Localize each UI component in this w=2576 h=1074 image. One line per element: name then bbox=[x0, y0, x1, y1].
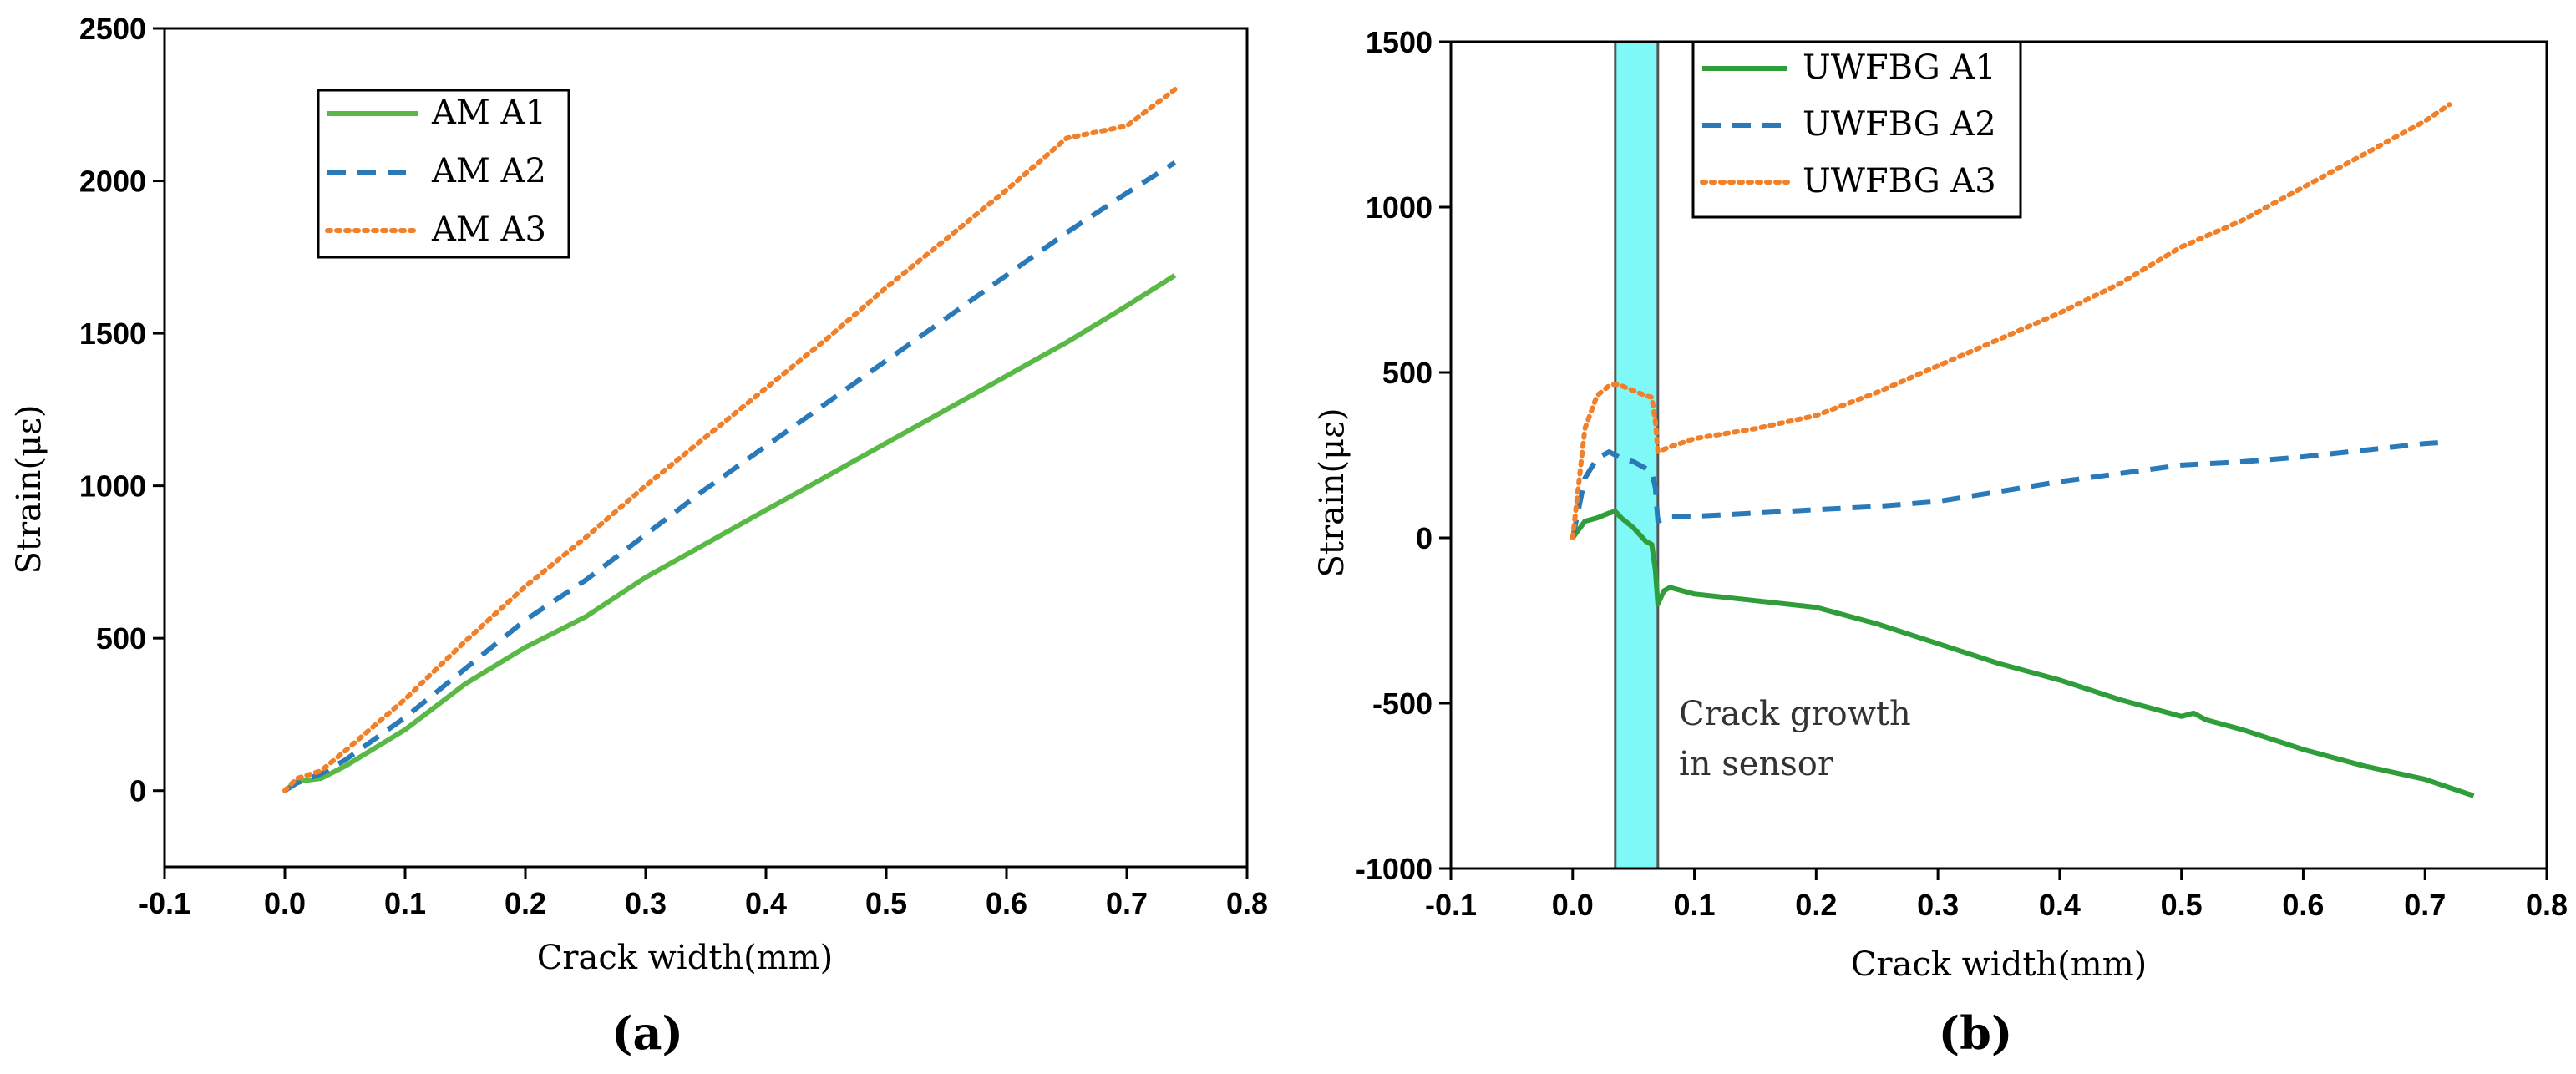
y-tick-label: 2000 bbox=[79, 165, 146, 199]
y-tick-label: 1000 bbox=[79, 469, 146, 504]
y-tick-label: 0 bbox=[129, 774, 146, 808]
annotation-line-2: in sensor bbox=[1679, 745, 1834, 783]
x-tick-label: 0.5 bbox=[2161, 888, 2203, 922]
plot-frame-a bbox=[163, 27, 1249, 869]
x-tick-label: 0.0 bbox=[1552, 888, 1594, 922]
legend-b: UWFBG A1 UWFBG A2 UWFBG A3 bbox=[1691, 40, 2022, 219]
x-tick-label: 0.2 bbox=[1795, 888, 1837, 922]
x-tick-label: 0.8 bbox=[1226, 886, 1268, 920]
annotation-line-1: Crack growth bbox=[1679, 695, 1911, 733]
series-line-am-a2 bbox=[283, 160, 1177, 793]
legend-a: AM A1 AM A2 AM A3 bbox=[317, 89, 570, 259]
series-line-uwfbg-a1 bbox=[1570, 509, 2475, 798]
chart-panel-b: -0.1 0.0 0.1 0.2 0.3 0.4 0.5 0.6 0.7 0.8 -1000 -50… bbox=[1313, 25, 2568, 1060]
y-tick-label: -500 bbox=[1372, 686, 1433, 721]
x-tick-label: 0.7 bbox=[2404, 888, 2446, 922]
legend-label: AM A2 bbox=[431, 152, 546, 190]
y-axis-label-b: Strain(με) bbox=[1313, 408, 1351, 578]
y-tick-label: 1000 bbox=[1366, 190, 1433, 225]
panel-label-b: (b) bbox=[1939, 1006, 2013, 1060]
legend-label: UWFBG A3 bbox=[1803, 162, 1996, 200]
series-line-am-a3 bbox=[282, 87, 1178, 793]
x-tick-label: 0.0 bbox=[264, 886, 306, 920]
series-line-uwfbg-a2 bbox=[1569, 439, 2450, 539]
x-tick-label: -0.1 bbox=[139, 886, 190, 920]
x-axis-label-a: Crack width(mm) bbox=[537, 939, 833, 977]
x-tick-label: 0.6 bbox=[986, 886, 1027, 920]
x-tick-label: 0.4 bbox=[745, 886, 787, 920]
x-tick-label: 0.4 bbox=[2039, 888, 2081, 922]
y-tick-label: 2500 bbox=[79, 12, 146, 46]
x-tick-label: 0.6 bbox=[2282, 888, 2324, 922]
legend-label: AM A1 bbox=[431, 94, 546, 132]
legend-label: UWFBG A2 bbox=[1803, 105, 1996, 144]
chart-panel-a: -0.1 0.0 0.1 0.2 0.3 0.4 0.5 0.6 0.7 0.8 0 500 1000… bbox=[10, 12, 1268, 1060]
y-tick-label: 1500 bbox=[79, 317, 146, 351]
x-tick-label: 0.7 bbox=[1106, 886, 1148, 920]
y-tick-label: 1500 bbox=[1366, 25, 1433, 59]
series-line-am-a1 bbox=[283, 273, 1177, 793]
y-tick-label: 500 bbox=[96, 621, 146, 656]
panel-label-a: (a) bbox=[611, 1006, 683, 1060]
y-axis-label-a: Strain(με) bbox=[10, 405, 48, 575]
x-tick-label: 0.3 bbox=[625, 886, 667, 920]
x-tick-label: 0.5 bbox=[865, 886, 907, 920]
x-tick-label: -0.1 bbox=[1425, 888, 1477, 922]
y-tick-label: 0 bbox=[1416, 521, 1433, 555]
x-tick-label: 0.3 bbox=[1917, 888, 1959, 922]
series-line-uwfbg-a3 bbox=[1569, 102, 2452, 540]
x-tick-label: 0.2 bbox=[505, 886, 546, 920]
x-tick-label: 0.8 bbox=[2526, 888, 2568, 922]
x-axis-label-b: Crack width(mm) bbox=[1851, 945, 2147, 984]
x-tick-label: 0.1 bbox=[1674, 888, 1716, 922]
legend-label: UWFBG A1 bbox=[1803, 48, 1996, 87]
legend-label: AM A3 bbox=[431, 210, 546, 249]
crack-growth-band bbox=[1614, 40, 1660, 870]
y-tick-label: -1000 bbox=[1356, 852, 1433, 886]
x-tick-label: 0.1 bbox=[384, 886, 426, 920]
y-tick-label: 500 bbox=[1382, 356, 1433, 390]
